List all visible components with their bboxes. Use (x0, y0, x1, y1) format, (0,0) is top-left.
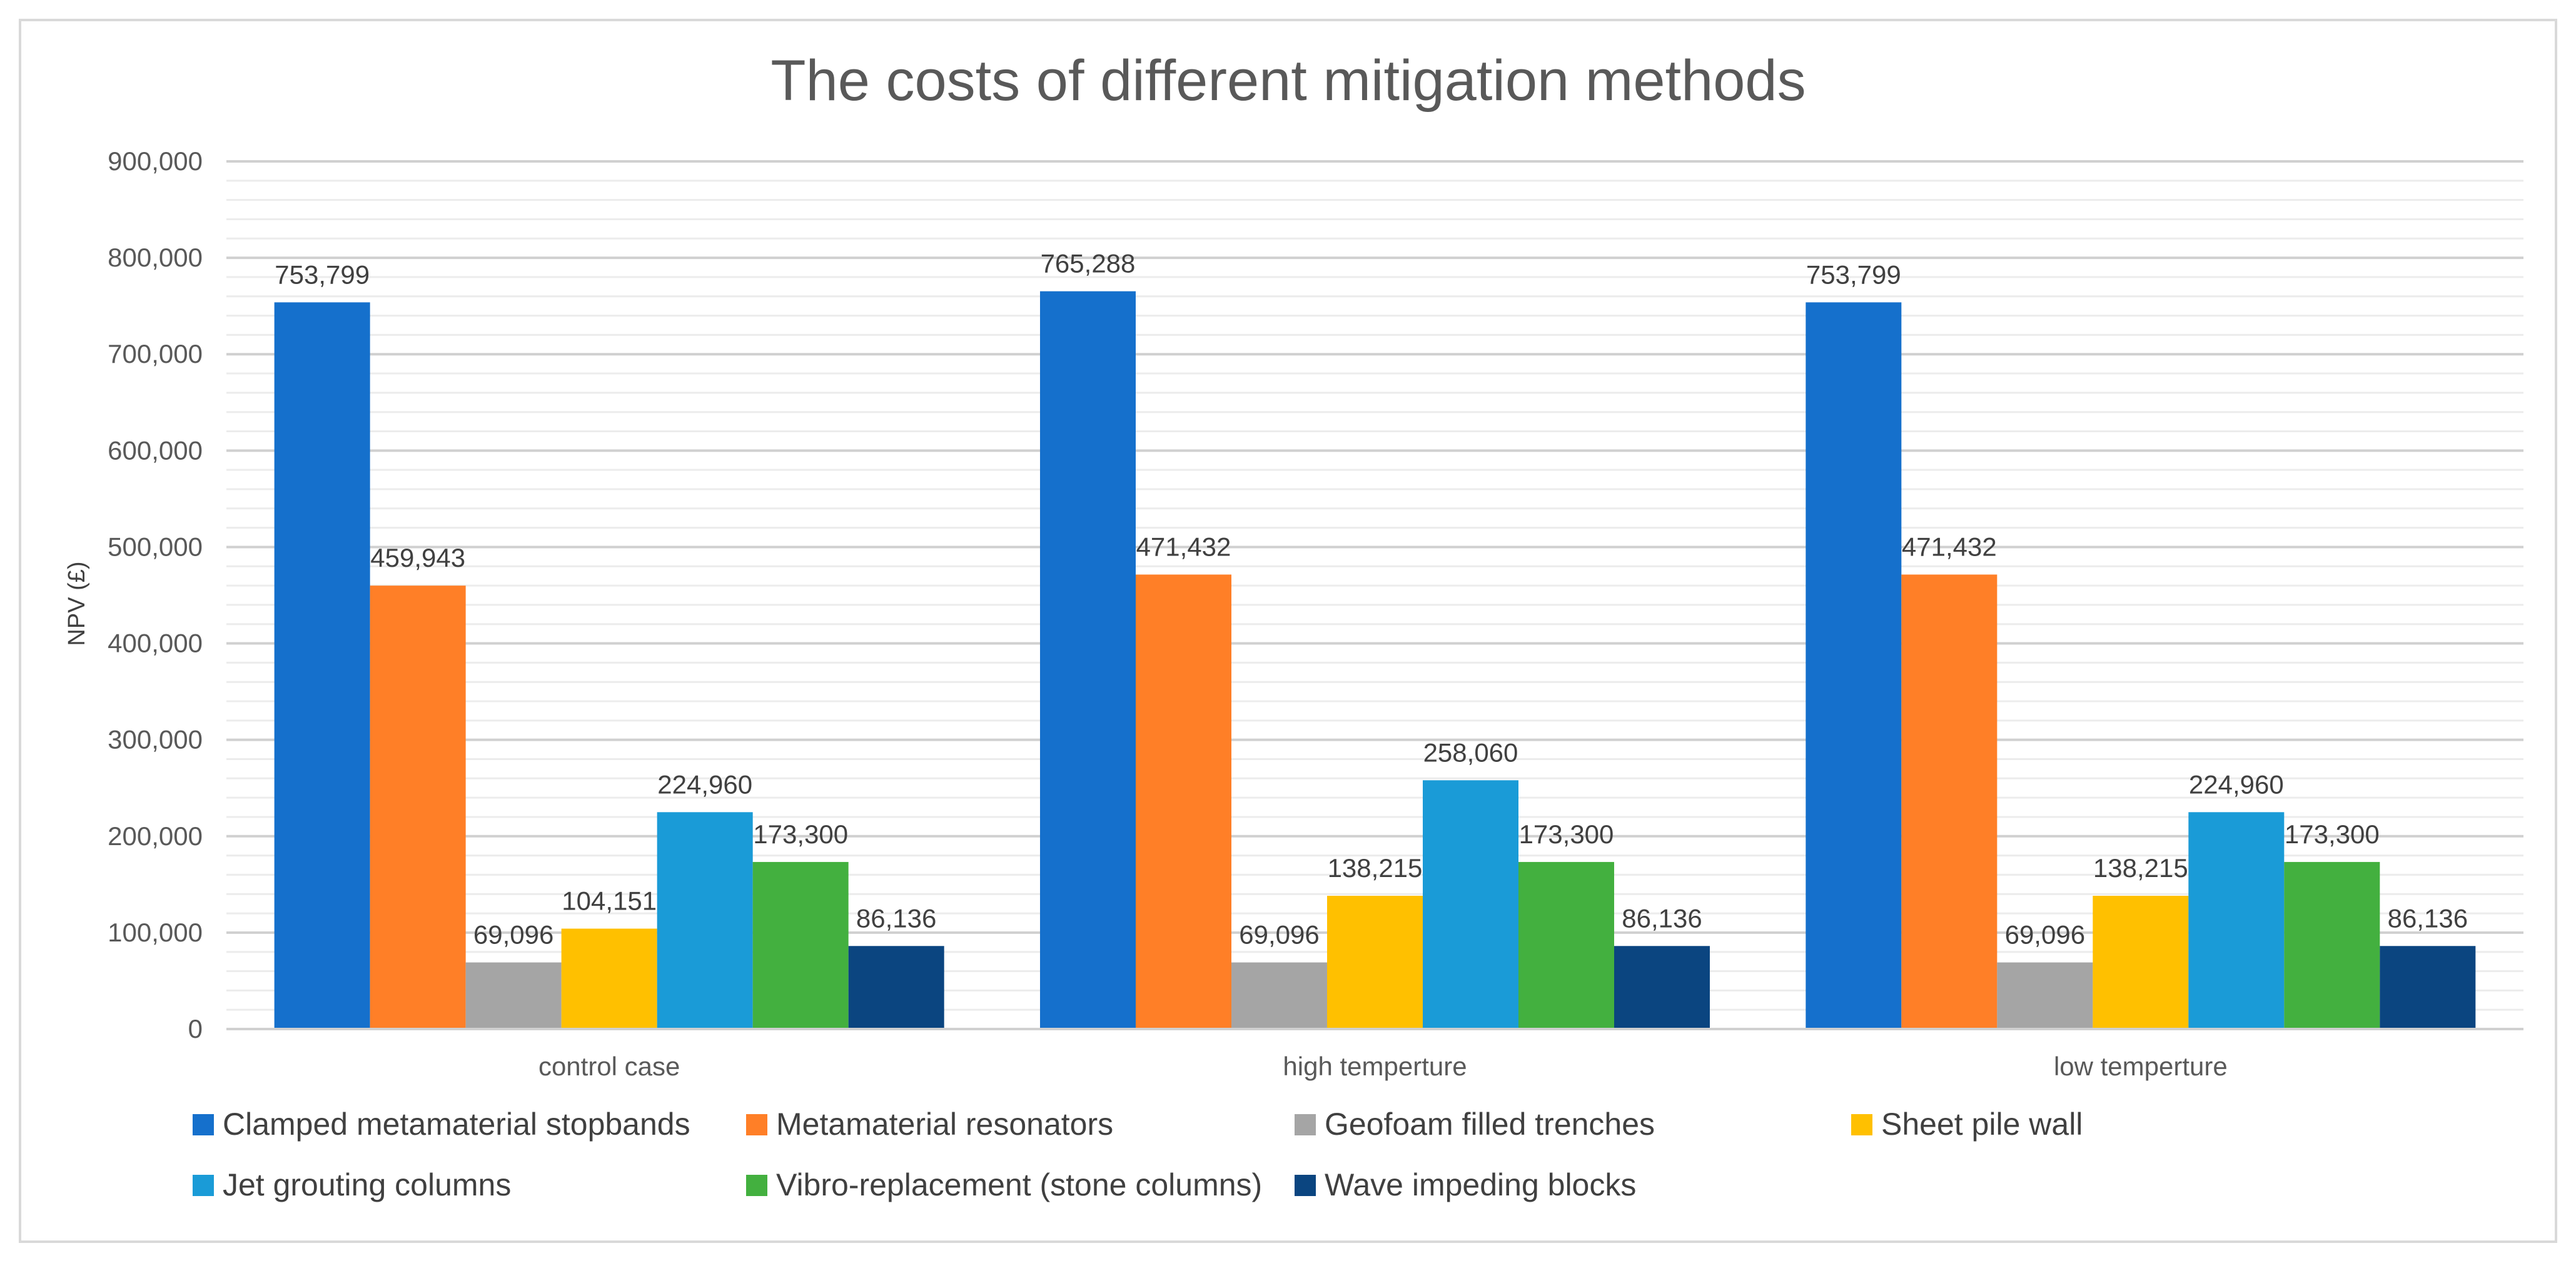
bar-data-label: 173,300 (753, 819, 848, 849)
legend-swatch (1851, 1114, 1872, 1135)
bar-data-label: 258,060 (1423, 738, 1518, 767)
bar (274, 302, 370, 1029)
y-tick-label: 200,000 (108, 821, 203, 851)
bar-data-label: 753,799 (1806, 260, 1901, 289)
bar (752, 861, 849, 1029)
chart-title: The costs of different mitigation method… (770, 49, 1806, 113)
legend-label: Wave impeding blocks (1325, 1167, 1636, 1202)
bar (1040, 291, 1136, 1029)
bar (1327, 895, 1423, 1029)
bar (1231, 962, 1327, 1029)
legend-swatch (746, 1175, 767, 1196)
x-category-label: control case (538, 1052, 680, 1081)
legend-label: Sheet pile wall (1881, 1107, 2083, 1142)
bar (1901, 574, 1998, 1029)
bar (657, 812, 753, 1029)
legend-label: Vibro-replacement (stone columns) (776, 1167, 1262, 1202)
bar-data-label: 173,300 (1519, 819, 1614, 849)
bar-data-label: 104,151 (562, 886, 657, 915)
bar-data-label: 173,300 (2285, 819, 2380, 849)
bar (2188, 812, 2285, 1029)
x-category-label: low temperture (2054, 1052, 2228, 1081)
bar-data-label: 471,432 (1902, 532, 1997, 561)
bar-data-label: 69,096 (1239, 920, 1319, 950)
y-tick-label: 700,000 (108, 339, 203, 368)
y-tick-label: 400,000 (108, 629, 203, 658)
bars (274, 291, 2476, 1029)
bar (2380, 946, 2476, 1029)
bar-data-label: 86,136 (1622, 903, 1702, 933)
y-axis-title: NPV (£) (64, 561, 90, 646)
bar (1997, 962, 2093, 1029)
legend-label: Metamaterial resonators (776, 1107, 1113, 1142)
y-tick-label: 600,000 (108, 435, 203, 465)
bar-data-label: 86,136 (856, 903, 936, 933)
legend-swatch (1295, 1114, 1316, 1135)
bar (1806, 302, 1902, 1029)
bar (2284, 861, 2380, 1029)
legend-label: Jet grouting columns (223, 1167, 511, 1202)
bar-data-label: 224,960 (2189, 769, 2284, 799)
y-tick-label: 800,000 (108, 243, 203, 272)
bar (561, 928, 657, 1029)
bar (370, 586, 466, 1029)
data-labels: 753,799459,94369,096104,151224,960173,30… (275, 249, 2468, 950)
bar-data-label: 753,799 (275, 260, 370, 289)
bar-data-label: 224,960 (657, 769, 752, 799)
y-tick-label: 500,000 (108, 532, 203, 561)
y-tick-label: 300,000 (108, 725, 203, 754)
legend: Clamped metamaterial stopbands Metamateri… (193, 1107, 2083, 1202)
legend-swatch (746, 1114, 767, 1135)
legend-swatch (193, 1175, 214, 1196)
bar-data-label: 138,215 (2093, 853, 2188, 883)
bar-data-label: 459,943 (370, 543, 465, 572)
y-tick-label: 100,000 (108, 918, 203, 947)
legend-swatch (1295, 1175, 1316, 1196)
bar-data-label: 471,432 (1136, 532, 1231, 561)
y-tick-label: 900,000 (108, 146, 203, 176)
bar (1136, 574, 1231, 1029)
bar-data-label: 86,136 (2388, 903, 2468, 933)
y-axis-ticks: 0 100,000 200,000 300,000 400,000 500,000 600,… (108, 146, 203, 1043)
bar-data-label: 765,288 (1041, 249, 1136, 278)
bar-data-label: 69,096 (473, 920, 553, 950)
bar (848, 946, 944, 1029)
legend-label: Clamped metamaterial stopbands (223, 1107, 690, 1142)
bar (1518, 861, 1614, 1029)
bar (1614, 946, 1710, 1029)
bar (1423, 780, 1518, 1029)
y-tick-label: 0 (188, 1014, 203, 1043)
bar (2093, 895, 2189, 1029)
x-axis-categories: control case high temperture low tempertur… (538, 1052, 2228, 1081)
bar-data-label: 138,215 (1328, 853, 1423, 883)
bar (465, 962, 562, 1029)
legend-label: Geofoam filled trenches (1325, 1107, 1655, 1142)
x-category-label: high temperture (1283, 1052, 1467, 1081)
legend-swatch (193, 1114, 214, 1135)
bar-data-label: 69,096 (2005, 920, 2085, 950)
